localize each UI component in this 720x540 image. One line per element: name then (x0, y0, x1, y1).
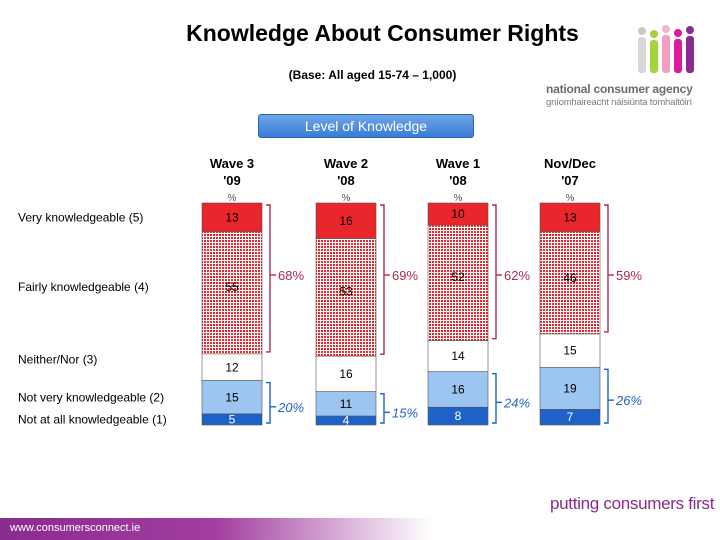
value-label-fairly-knowledgeable-4-3: 52 (451, 270, 465, 284)
category-label-2: Wave 2 (324, 156, 368, 171)
bottom-two-box-bracket-4 (604, 368, 609, 424)
percent-unit-label-2: % (342, 193, 351, 204)
top-two-box-label-1: 68% (278, 268, 304, 283)
agency-name: national consumer agency (546, 82, 693, 96)
category-label-1: '09 (223, 173, 241, 188)
top-two-box-bracket-2 (380, 204, 385, 355)
percent-unit-label-4: % (566, 193, 575, 204)
bar-not-at-all-knowledgeable-1-2 (315, 415, 377, 426)
series-label-very-knowledgeable-5: Very knowledgeable (5) (18, 210, 143, 224)
series-label-not-at-all-knowledgeable-1: Not at all knowledgeable (1) (18, 412, 167, 426)
value-label-not-very-knowledgeable-2-1: 15 (225, 390, 239, 404)
knowledge-stacked-bar-chart: 13 55 12 15 5 Wave 3 '09% 68% 20% 16 53 16 11 4 Wave 2… (18, 156, 642, 428)
category-label-1: Wave 3 (210, 156, 254, 171)
value-label-fairly-knowledgeable-4-1: 55 (225, 280, 239, 294)
category-label-4: '07 (561, 173, 579, 188)
bar-not-at-all-knowledgeable-1-1 (201, 413, 263, 426)
bar-neither-nor-3-2 (315, 355, 377, 392)
bar-neither-nor-3-3 (427, 340, 489, 373)
value-label-fairly-knowledgeable-4-4: 46 (563, 271, 577, 285)
bar-neither-nor-3-1 (201, 353, 263, 381)
footer-bar: www.consumersconnect.ie (0, 518, 720, 540)
bottom-two-box-label-3: 24% (503, 395, 530, 410)
value-label-not-at-all-knowledgeable-1-4: 7 (567, 410, 574, 424)
bar-neither-nor-3-4 (539, 333, 601, 368)
value-label-neither-nor-3-1: 12 (225, 360, 239, 374)
top-two-box-bracket-4 (604, 204, 609, 333)
bar-not-at-all-knowledgeable-1-3 (427, 406, 489, 426)
percent-unit-label-3: % (454, 193, 463, 204)
bottom-two-box-label-4: 26% (615, 393, 642, 408)
value-label-not-very-knowledgeable-2-4: 19 (563, 381, 577, 395)
page-title: Knowledge About Consumer Rights (186, 20, 579, 46)
bottom-two-box-label-1: 20% (277, 400, 304, 415)
bottom-two-box-bracket-1 (266, 381, 271, 424)
bar-not-very-knowledgeable-2-3 (427, 371, 489, 408)
percent-unit-label-1: % (228, 193, 237, 204)
bottom-two-box-label-2: 15% (392, 405, 418, 420)
value-label-very-knowledgeable-5-3: 10 (451, 207, 465, 221)
tagline: putting consumers first (550, 494, 715, 513)
category-label-3: '08 (449, 173, 467, 188)
top-two-box-label-4: 59% (616, 268, 642, 283)
bar-very-knowledgeable-5-2 (315, 202, 377, 239)
value-label-not-very-knowledgeable-2-2: 11 (340, 397, 353, 411)
website-link[interactable]: www.consumersconnect.ie (10, 522, 141, 534)
value-label-not-at-all-knowledgeable-1-2: 4 (343, 414, 350, 428)
value-label-very-knowledgeable-5-1: 13 (225, 210, 239, 224)
bar-not-very-knowledgeable-2-1 (201, 380, 263, 415)
bar-fairly-knowledgeable-4-3 (427, 224, 489, 341)
value-label-neither-nor-3-2: 16 (339, 367, 353, 381)
agency-people-logo-icon (638, 25, 694, 73)
value-label-neither-nor-3-3: 14 (451, 349, 465, 363)
series-label-not-very-knowledgeable-2: Not very knowledgeable (2) (18, 390, 164, 404)
value-label-very-knowledgeable-5-2: 16 (339, 214, 353, 228)
bar-very-knowledgeable-5-4 (539, 202, 601, 233)
top-two-box-label-2: 69% (392, 268, 418, 283)
agency-irish-name: gníomhaireacht náisiúnta tomhaltóirí (546, 97, 692, 108)
value-label-neither-nor-3-4: 15 (563, 344, 577, 358)
bar-not-very-knowledgeable-2-2 (315, 391, 377, 417)
top-two-box-label-3: 62% (504, 268, 530, 283)
bar-not-at-all-knowledgeable-1-4 (539, 409, 601, 426)
series-label-neither-nor-3: Neither/Nor (3) (18, 352, 97, 366)
bar-fairly-knowledgeable-4-4 (539, 231, 601, 335)
bottom-two-box-bracket-3 (492, 373, 497, 424)
top-two-box-bracket-1 (266, 204, 271, 353)
bottom-two-box-bracket-2 (380, 393, 385, 424)
category-label-4: Nov/Dec (544, 156, 596, 171)
bar-fairly-knowledgeable-4-2 (315, 238, 377, 357)
value-label-fairly-knowledgeable-4-2: 53 (339, 284, 353, 298)
category-label-3: Wave 1 (436, 156, 480, 171)
top-two-box-bracket-3 (492, 204, 497, 340)
value-label-not-at-all-knowledgeable-1-3: 8 (455, 409, 462, 423)
series-label-fairly-knowledgeable-4: Fairly knowledgeable (4) (18, 280, 149, 294)
category-label-2: '08 (337, 173, 355, 188)
value-label-very-knowledgeable-5-4: 13 (563, 210, 577, 224)
value-label-not-at-all-knowledgeable-1-1: 5 (229, 412, 236, 426)
base-subtitle: (Base: All aged 15-74 – 1,000) (288, 68, 457, 82)
level-of-knowledge-banner: Level of Knowledge (258, 114, 474, 138)
value-label-not-very-knowledgeable-2-3: 16 (451, 382, 465, 396)
